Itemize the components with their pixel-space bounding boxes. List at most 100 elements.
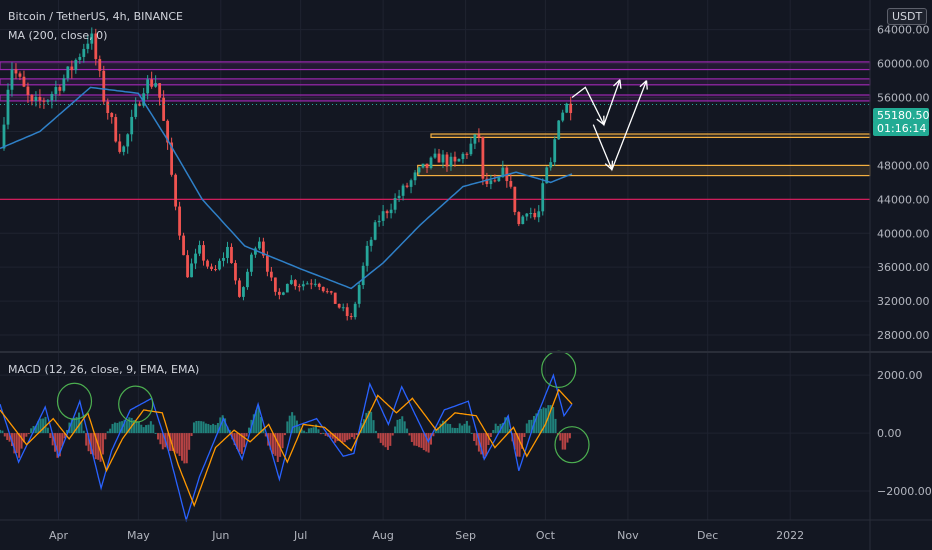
candle-body: [357, 285, 361, 304]
price-axis-label[interactable]: 60000.00: [877, 58, 930, 71]
annotation-circle[interactable]: [118, 385, 154, 423]
annotation-circle[interactable]: [554, 426, 590, 464]
macd-histogram-bar: [22, 433, 25, 443]
candle-body: [497, 177, 501, 182]
candle-body: [401, 185, 405, 196]
macd-histogram-bar: [92, 433, 95, 456]
price-axis-label[interactable]: 44000.00: [877, 193, 930, 206]
candle-body: [353, 303, 357, 318]
price-axis-label[interactable]: 56000.00: [877, 92, 930, 105]
candle-body: [194, 253, 197, 264]
macd-histogram-bar: [394, 426, 397, 434]
candle-body: [521, 216, 525, 225]
price-axis-label[interactable]: 40000.00: [877, 227, 930, 240]
macd-histogram-bar: [37, 420, 40, 434]
candle-body: [6, 89, 10, 125]
purple-zone[interactable]: [0, 94, 871, 102]
macd-histogram-bar: [75, 416, 78, 434]
macd-histogram-bar: [42, 418, 45, 434]
time-axis-label[interactable]: Jul: [293, 529, 307, 542]
price-axis-label[interactable]: 32000.00: [877, 295, 930, 308]
candle-body: [277, 291, 281, 295]
macd-histogram-bar: [346, 433, 349, 441]
macd-axis-label[interactable]: −2000.00: [877, 485, 932, 498]
macd-axis-label[interactable]: 0.00: [877, 427, 902, 440]
macd-histogram-bar: [453, 427, 456, 434]
price-axis-label[interactable]: 48000.00: [877, 159, 930, 172]
macd-histogram-bar: [396, 419, 399, 434]
purple-zone[interactable]: [0, 78, 871, 86]
macd-histogram-bar: [372, 420, 375, 434]
symbol-title: Bitcoin / TetherUS, 4h, BINANCE: [8, 10, 184, 23]
price-axis-label[interactable]: 36000.00: [877, 261, 930, 274]
macd-histogram-bar: [293, 415, 296, 434]
price-axis-label[interactable]: 64000.00: [877, 24, 930, 37]
arrow-head: [619, 79, 622, 89]
macd-histogram-bar: [501, 422, 504, 434]
price-axis-label[interactable]: 28000.00: [877, 329, 930, 342]
candle-body: [102, 70, 106, 102]
macd-histogram-bar: [504, 417, 507, 434]
macd-histogram-bar: [135, 421, 138, 434]
candle-body: [14, 69, 18, 74]
macd-histogram-bar: [214, 424, 217, 434]
macd-histogram-bar: [521, 433, 523, 449]
macd-histogram-bar: [58, 433, 61, 457]
candle-body: [493, 180, 497, 182]
candle-body: [309, 283, 313, 285]
macd-histogram-bar: [482, 433, 485, 458]
macd-histogram-bar: [422, 433, 425, 451]
candle-body: [361, 265, 365, 286]
candle-body: [469, 143, 473, 155]
time-axis-label[interactable]: May: [127, 529, 150, 542]
candle-body: [34, 96, 38, 102]
macd-histogram-bar: [286, 421, 289, 434]
macd-histogram-bar: [25, 433, 28, 437]
time-axis-label[interactable]: Dec: [697, 529, 718, 542]
annotation-circle[interactable]: [56, 382, 93, 420]
macd-histogram-bar: [274, 433, 277, 456]
candle-body: [254, 248, 257, 255]
projection-path[interactable]: [571, 79, 621, 127]
time-axis-label[interactable]: Jun: [211, 529, 229, 542]
candle-body: [222, 257, 225, 261]
macd-histogram-bar: [236, 433, 239, 449]
macd-histogram-bar: [530, 419, 533, 434]
macd-histogram-bar: [463, 423, 466, 434]
macd-histogram-bar: [339, 433, 342, 441]
macd-histogram-bar: [468, 425, 471, 434]
time-axis-label[interactable]: Sep: [455, 529, 476, 542]
candle-body: [313, 283, 317, 285]
time-axis-label[interactable]: 2022: [776, 529, 804, 542]
candle-body: [138, 103, 142, 106]
time-axis-label[interactable]: Nov: [617, 529, 639, 542]
time-axis-label[interactable]: Apr: [49, 529, 69, 542]
macd-histogram-bar: [113, 422, 116, 434]
macd-histogram-bar: [243, 433, 246, 448]
macd-histogram-bar: [80, 421, 83, 434]
ma-legend[interactable]: MA (200, close, 0): [8, 29, 108, 42]
candle-body: [341, 307, 345, 309]
currency-button[interactable]: USDT: [887, 8, 928, 25]
macd-histogram-bar: [473, 433, 476, 442]
moving-average-line: [0, 86, 573, 290]
time-axis-label[interactable]: Aug: [372, 529, 393, 542]
macd-histogram-bar: [300, 429, 303, 434]
macd-histogram-bar: [46, 427, 49, 434]
macd-histogram-bar: [425, 433, 428, 452]
projection-arrows[interactable]: [571, 79, 648, 172]
macd-legend[interactable]: MACD (12, 26, close, 9, EMA, EMA): [8, 363, 200, 376]
time-axis-label[interactable]: Oct: [536, 529, 556, 542]
orange-zone[interactable]: [417, 164, 871, 177]
purple-zone[interactable]: [0, 61, 871, 71]
orange-zone[interactable]: [430, 133, 871, 139]
macd-histogram-bar: [554, 418, 557, 434]
macd-axis-label[interactable]: 2000.00: [877, 369, 923, 382]
macd-histogram-bar: [322, 432, 325, 434]
macd-histogram-bar: [255, 410, 258, 434]
macd-histogram-bar: [233, 433, 236, 446]
candle-body: [202, 245, 205, 261]
macd-histogram-bar: [525, 423, 528, 434]
macd-histogram-bar: [458, 423, 461, 434]
